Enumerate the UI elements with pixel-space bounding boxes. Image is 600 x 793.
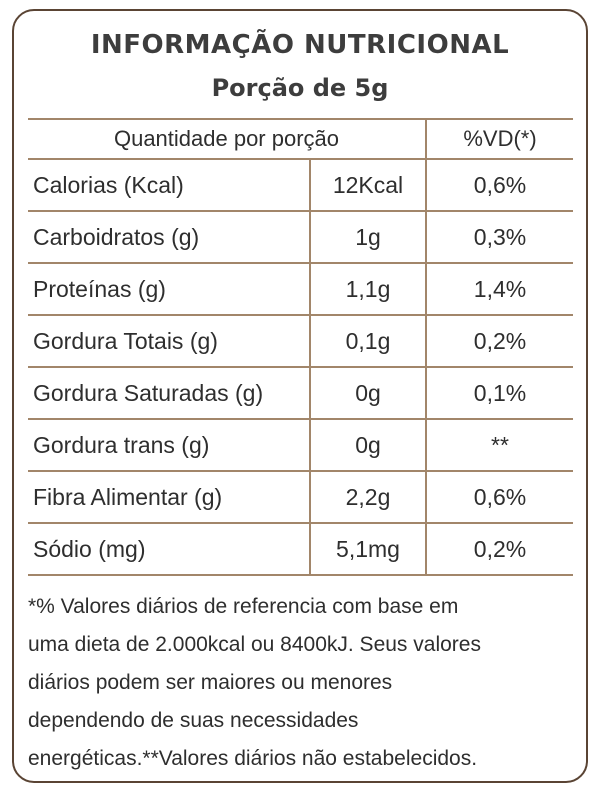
nutrient-quantity: 2,2g [309,470,427,524]
quantity-per-serving-header: Quantidade por porção [28,118,426,160]
nutrient-quantity: 1g [309,210,427,264]
table-row: Proteínas (g) 1,1g 1,4% [28,262,573,316]
nutrient-name: Gordura Totais (g) [28,314,310,368]
nutrition-table-container: Quantidade por porção %VD(*) Calorias (K… [28,118,573,576]
table-row: Calorias (Kcal) 12Kcal 0,6% [28,158,573,212]
nutrient-daily-value: 0,6% [426,470,573,524]
table-row: Gordura Saturadas (g) 0g 0,1% [28,366,573,420]
footnote: *% Valores diários de referencia com bas… [28,588,576,778]
footnote-line: energéticas.**Valores diários não estabe… [28,747,478,770]
table-row: Carboidratos (g) 1g 0,3% [28,210,573,264]
nutrient-quantity: 0g [309,366,427,420]
nutrient-quantity: 1,1g [309,262,427,316]
table-row: Gordura trans (g) 0g ** [28,418,573,472]
nutrient-quantity: 5,1mg [309,522,427,576]
nutrient-name: Gordura Saturadas (g) [28,366,310,420]
nutrient-name: Gordura trans (g) [28,418,310,472]
nutrient-name: Proteínas (g) [28,262,310,316]
nutrient-daily-value: 0,2% [426,314,573,368]
nutrient-daily-value: 0,1% [426,366,573,420]
nutrient-quantity: 0g [309,418,427,472]
footnote-line: uma dieta de 2.000kcal ou 8400kJ. Seus v… [28,633,481,656]
nutrient-daily-value: 0,3% [426,210,573,264]
table-row: Sódio (mg) 5,1mg 0,2% [28,522,573,576]
nutrient-name: Carboidratos (g) [28,210,310,264]
nutrient-quantity: 12Kcal [309,158,427,212]
footnote-line: dependendo de suas necessidades [28,709,359,732]
nutrient-daily-value: 1,4% [426,262,573,316]
nutrient-daily-value: ** [426,418,573,472]
label-title: INFORMAÇÃO NUTRICIONAL [90,30,510,60]
table-row: Fibra Alimentar (g) 2,2g 0,6% [28,470,573,524]
serving-size: Porção de 5g [211,74,389,102]
nutrition-table: Quantidade por porção %VD(*) Calorias (K… [28,118,573,576]
nutrient-name: Sódio (mg) [28,522,310,576]
table-row: Gordura Totais (g) 0,1g 0,2% [28,314,573,368]
table-header-row: Quantidade por porção %VD(*) [28,118,573,160]
nutrient-name: Fibra Alimentar (g) [28,470,310,524]
nutrient-daily-value: 0,2% [426,522,573,576]
nutrient-daily-value: 0,6% [426,158,573,212]
nutrient-name: Calorias (Kcal) [28,158,310,212]
nutrient-quantity: 0,1g [309,314,427,368]
footnote-line: diários podem ser maiores ou menores [28,671,393,694]
footnote-line: *% Valores diários de referencia com bas… [28,595,459,618]
daily-value-header: %VD(*) [425,118,573,160]
